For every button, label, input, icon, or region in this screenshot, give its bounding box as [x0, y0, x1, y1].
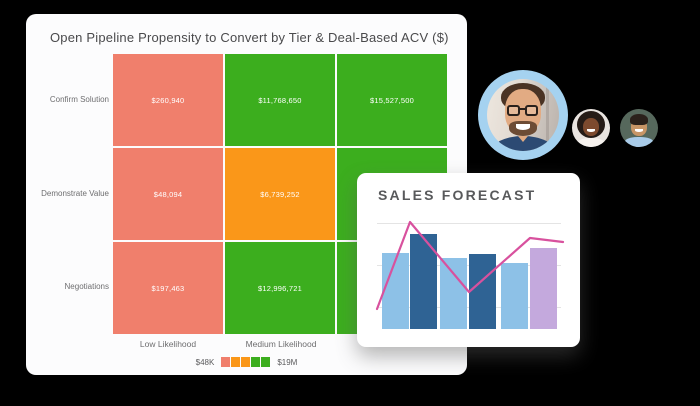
forecast-trend-line [375, 220, 565, 311]
heatmap-cell: $6,739,252 [225, 148, 335, 240]
legend-swatch [231, 357, 241, 367]
glasses-left-lens [507, 105, 520, 116]
row-label-demonstrate-value: Demonstrate Value [41, 189, 109, 198]
face-shape [583, 118, 599, 136]
avatar-man-green-bg [620, 109, 658, 147]
torso-shape [625, 137, 653, 147]
gridline [377, 223, 561, 224]
glasses-right-lens [525, 105, 538, 116]
col-label-medium-likelihood: Medium Likelihood [245, 339, 317, 349]
legend-swatch [241, 357, 251, 367]
col-label-low-likelihood: Low Likelihood [139, 339, 197, 349]
trend-line-svg [375, 220, 565, 311]
heatmap-cell: $12,996,721 [225, 242, 335, 334]
forecast-bar [440, 258, 467, 329]
torso-shape [578, 138, 604, 147]
row-label-confirm-solution: Confirm Solution [49, 95, 109, 104]
heatmap-cell: $48,094 [113, 148, 223, 240]
row-label-negotiations: Negotiations [64, 282, 109, 291]
forecast-bar [469, 254, 496, 329]
forecast-bar [382, 253, 409, 329]
heatmap-cell: $11,768,650 [225, 54, 335, 146]
legend-swatch [251, 357, 261, 367]
legend-min-label: $48K [195, 357, 215, 367]
heatmap-cell: $15,527,500 [337, 54, 447, 146]
smile-shape [635, 129, 643, 132]
pipeline-title: Open Pipeline Propensity to Convert by T… [50, 30, 449, 45]
heatmap-cell: $260,940 [113, 54, 223, 146]
heatmap-cell: $197,463 [113, 242, 223, 334]
smile-shape [587, 129, 595, 132]
hair-shape [630, 114, 648, 125]
legend-max-label: $19M [277, 357, 298, 367]
legend-swatch [221, 357, 231, 367]
forecast-bar [501, 263, 528, 329]
heatmap-color-legend: $48K $19M [26, 356, 467, 368]
shirt-shape [491, 136, 555, 151]
forecast-title: SALES FORECAST [378, 187, 537, 203]
smile-shape [516, 124, 530, 130]
legend-swatch [261, 357, 271, 367]
forecast-bar [530, 248, 557, 329]
pipeline-heatmap: $260,940 $11,768,650 $15,527,500 $48,094… [113, 54, 447, 334]
glasses-bridge [519, 108, 526, 110]
legend-swatches [221, 357, 271, 367]
avatar-ring [478, 70, 568, 160]
avatar-man-glasses [487, 79, 559, 151]
avatar-woman-curly-hair [572, 109, 610, 147]
forecast-plot [375, 213, 567, 329]
window-frame-background [546, 79, 549, 151]
collar-shape [518, 136, 528, 142]
forecast-card: SALES FORECAST [357, 173, 580, 347]
